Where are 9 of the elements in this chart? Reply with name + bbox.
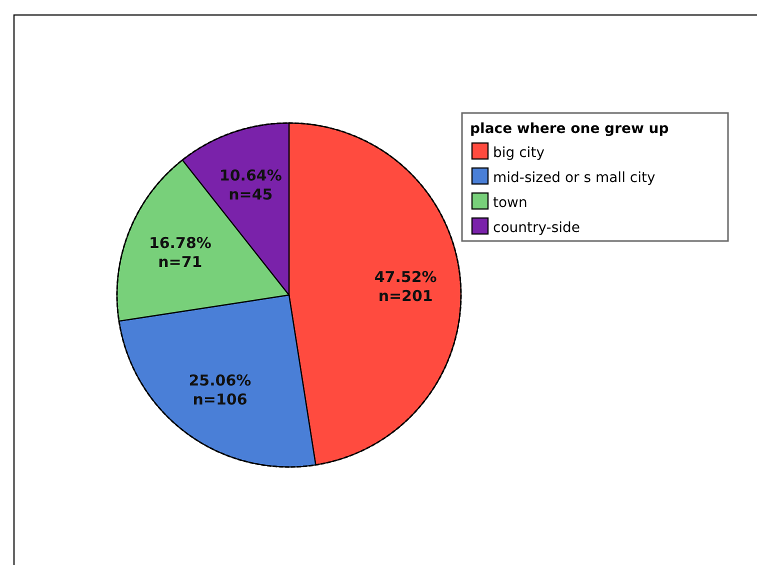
legend-label: country-side xyxy=(493,220,580,236)
legend-title: place where one grew up xyxy=(470,121,669,137)
legend-label: town xyxy=(493,195,528,211)
data-label: 10.64% n=45 xyxy=(219,166,282,204)
legend-label: big city xyxy=(493,145,544,161)
data-label: 47.52% n=201 xyxy=(374,268,437,305)
legend-label: mid-sized or s mall city xyxy=(493,170,656,186)
data-label: 25.06% n=106 xyxy=(188,371,252,408)
data-label: 16.78% n=71 xyxy=(148,234,212,272)
